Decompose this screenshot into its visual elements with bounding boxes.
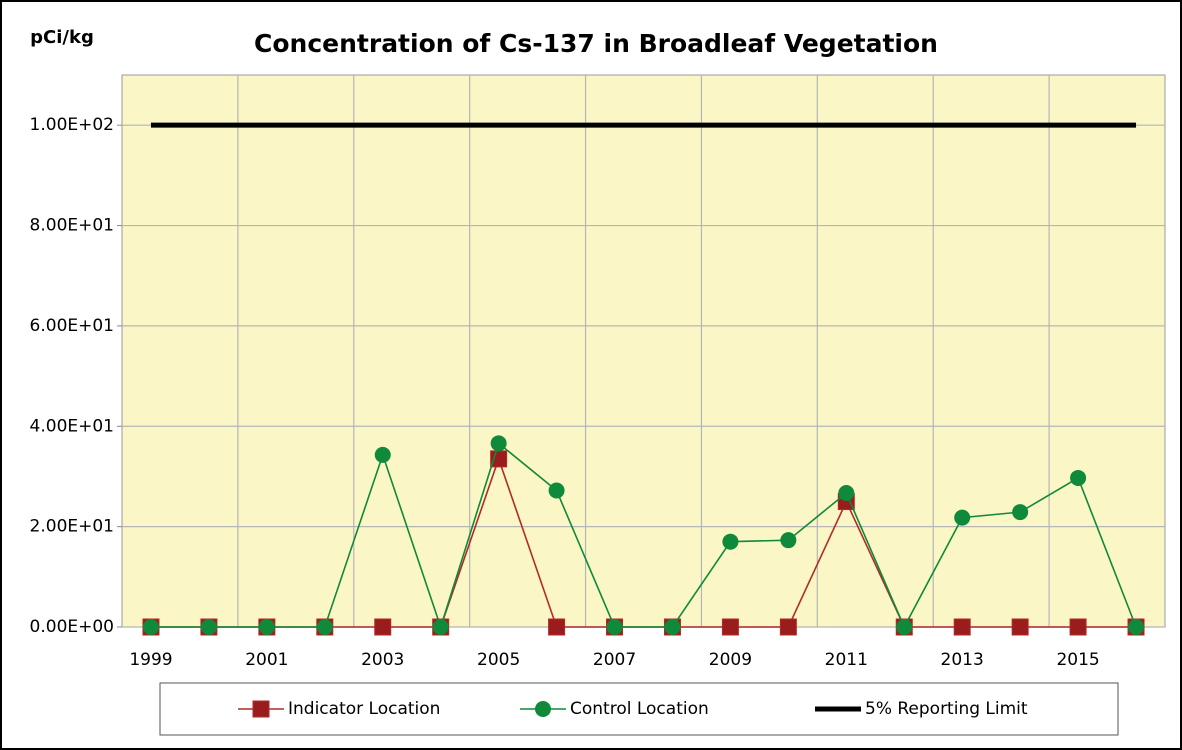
x-tick-label: 1999 [129, 650, 172, 670]
x-tick-label: 2007 [593, 650, 636, 670]
marker [374, 446, 391, 463]
marker [838, 485, 855, 502]
plot-area [121, 74, 1166, 628]
marker [316, 619, 333, 635]
marker [1069, 618, 1087, 636]
y-tick-label: 1.00E+02 [30, 115, 114, 135]
marker [721, 618, 739, 636]
y-tick-label: 8.00E+01 [30, 216, 114, 236]
marker [258, 619, 275, 635]
marker [779, 618, 797, 636]
x-tick-label: 2009 [709, 650, 752, 670]
marker [490, 435, 507, 452]
marker [432, 619, 449, 635]
marker [1070, 469, 1087, 486]
chart-title: Concentration of Cs-137 in Broadleaf Veg… [254, 29, 938, 58]
x-tick-label: 2001 [245, 650, 288, 670]
marker [374, 618, 392, 636]
marker [548, 618, 566, 636]
legend-label: Control Location [570, 699, 709, 719]
x-tick-label: 2013 [941, 650, 984, 670]
legend-marker [535, 701, 551, 717]
marker [1011, 618, 1029, 636]
legend-label: 5% Reporting Limit [865, 699, 1028, 719]
y-tick-label: 6.00E+01 [30, 316, 114, 336]
marker [953, 618, 971, 636]
legend-label: Indicator Location [288, 699, 440, 719]
y-tick-label: 2.00E+01 [30, 517, 114, 537]
marker [1128, 619, 1145, 635]
marker [954, 509, 971, 526]
x-tick-label: 2015 [1056, 650, 1099, 670]
marker [606, 619, 623, 635]
y-tick-label: 0.00E+00 [30, 617, 114, 637]
marker [722, 533, 739, 550]
x-tick-label: 2003 [361, 650, 404, 670]
x-tick-label: 2005 [477, 650, 520, 670]
marker [780, 532, 797, 549]
marker [548, 482, 565, 499]
marker [896, 619, 913, 635]
marker [664, 619, 681, 635]
series-line [150, 441, 1137, 630]
marker [142, 619, 159, 635]
x-tick-label: 2011 [825, 650, 868, 670]
legend-marker [252, 700, 270, 718]
marker [200, 619, 217, 635]
marker [1012, 504, 1029, 521]
y-axis-label: pCi/kg [30, 27, 94, 48]
legend [159, 682, 1119, 736]
y-tick-label: 4.00E+01 [30, 416, 114, 436]
